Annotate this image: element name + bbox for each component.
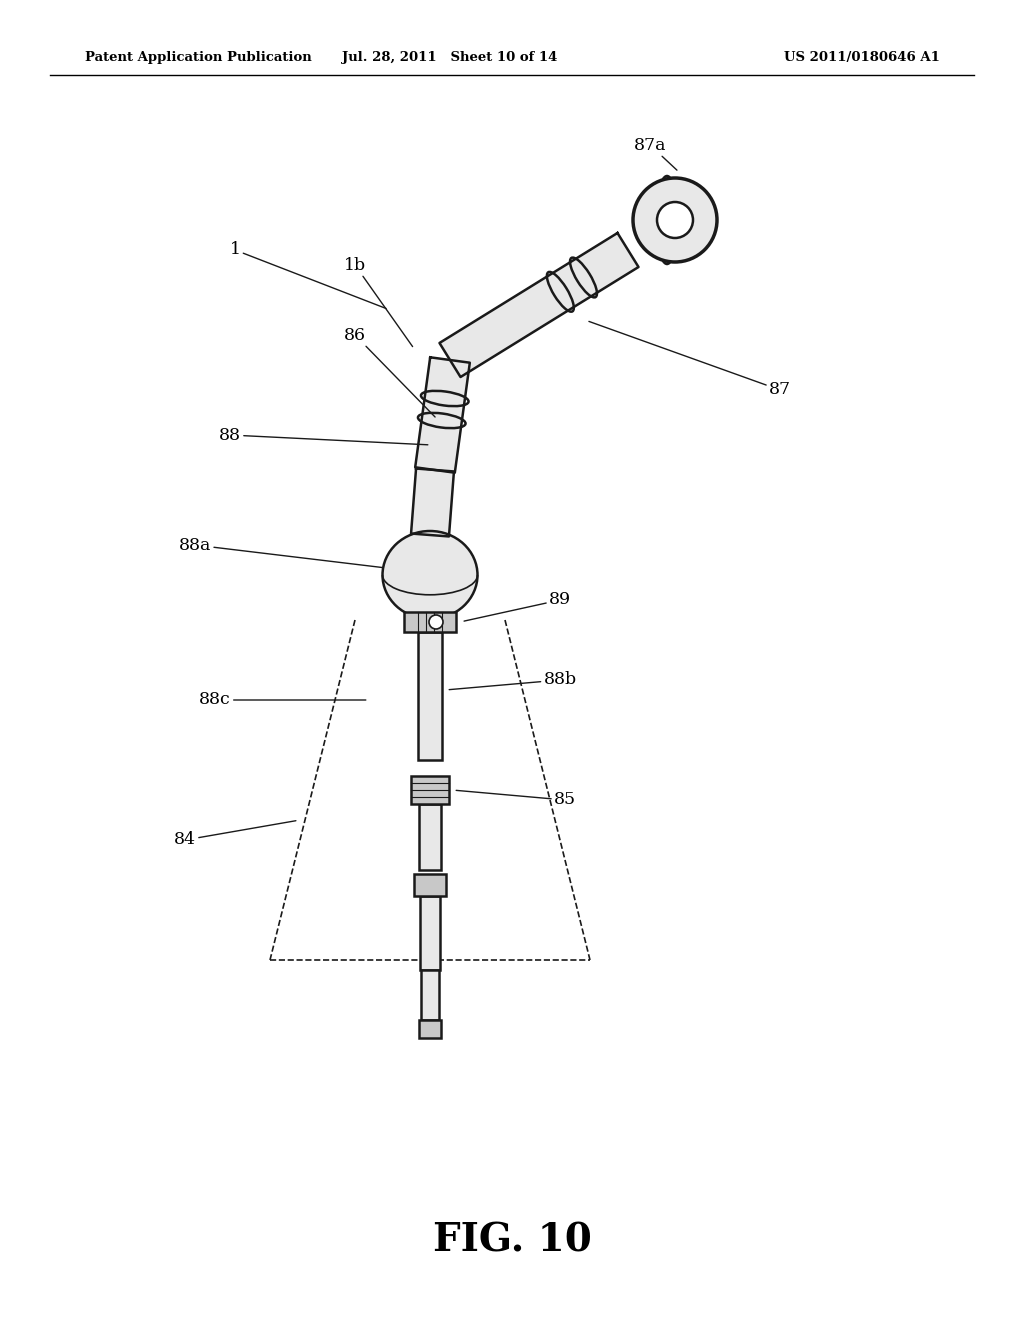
Text: 84: 84	[174, 821, 296, 849]
Text: Patent Application Publication: Patent Application Publication	[85, 51, 311, 65]
Circle shape	[429, 615, 443, 630]
Text: 88b: 88b	[450, 672, 577, 689]
Text: 87: 87	[589, 321, 792, 399]
Bar	[414, 874, 446, 896]
Text: 87a: 87a	[634, 136, 677, 170]
Bar	[419, 1020, 441, 1038]
Polygon shape	[411, 469, 454, 536]
Text: 1: 1	[229, 242, 386, 309]
Bar	[420, 896, 440, 970]
Text: 88: 88	[219, 426, 428, 445]
Bar	[411, 776, 449, 804]
Text: Jul. 28, 2011   Sheet 10 of 14: Jul. 28, 2011 Sheet 10 of 14	[342, 51, 558, 65]
Text: 86: 86	[344, 326, 435, 417]
Text: FIG. 10: FIG. 10	[432, 1221, 592, 1259]
Text: 1b: 1b	[344, 256, 413, 347]
Bar	[418, 632, 442, 760]
Text: 89: 89	[464, 591, 571, 622]
Circle shape	[657, 202, 693, 238]
Bar	[404, 612, 456, 632]
Bar	[421, 970, 439, 1020]
Text: 88a: 88a	[179, 536, 399, 569]
Circle shape	[633, 178, 717, 261]
Polygon shape	[415, 358, 470, 473]
Text: US 2011/0180646 A1: US 2011/0180646 A1	[784, 51, 940, 65]
Text: 85: 85	[456, 791, 577, 808]
Polygon shape	[439, 234, 639, 378]
Ellipse shape	[383, 531, 477, 619]
Ellipse shape	[656, 176, 678, 264]
Text: 88c: 88c	[199, 692, 366, 709]
Bar	[419, 804, 441, 870]
